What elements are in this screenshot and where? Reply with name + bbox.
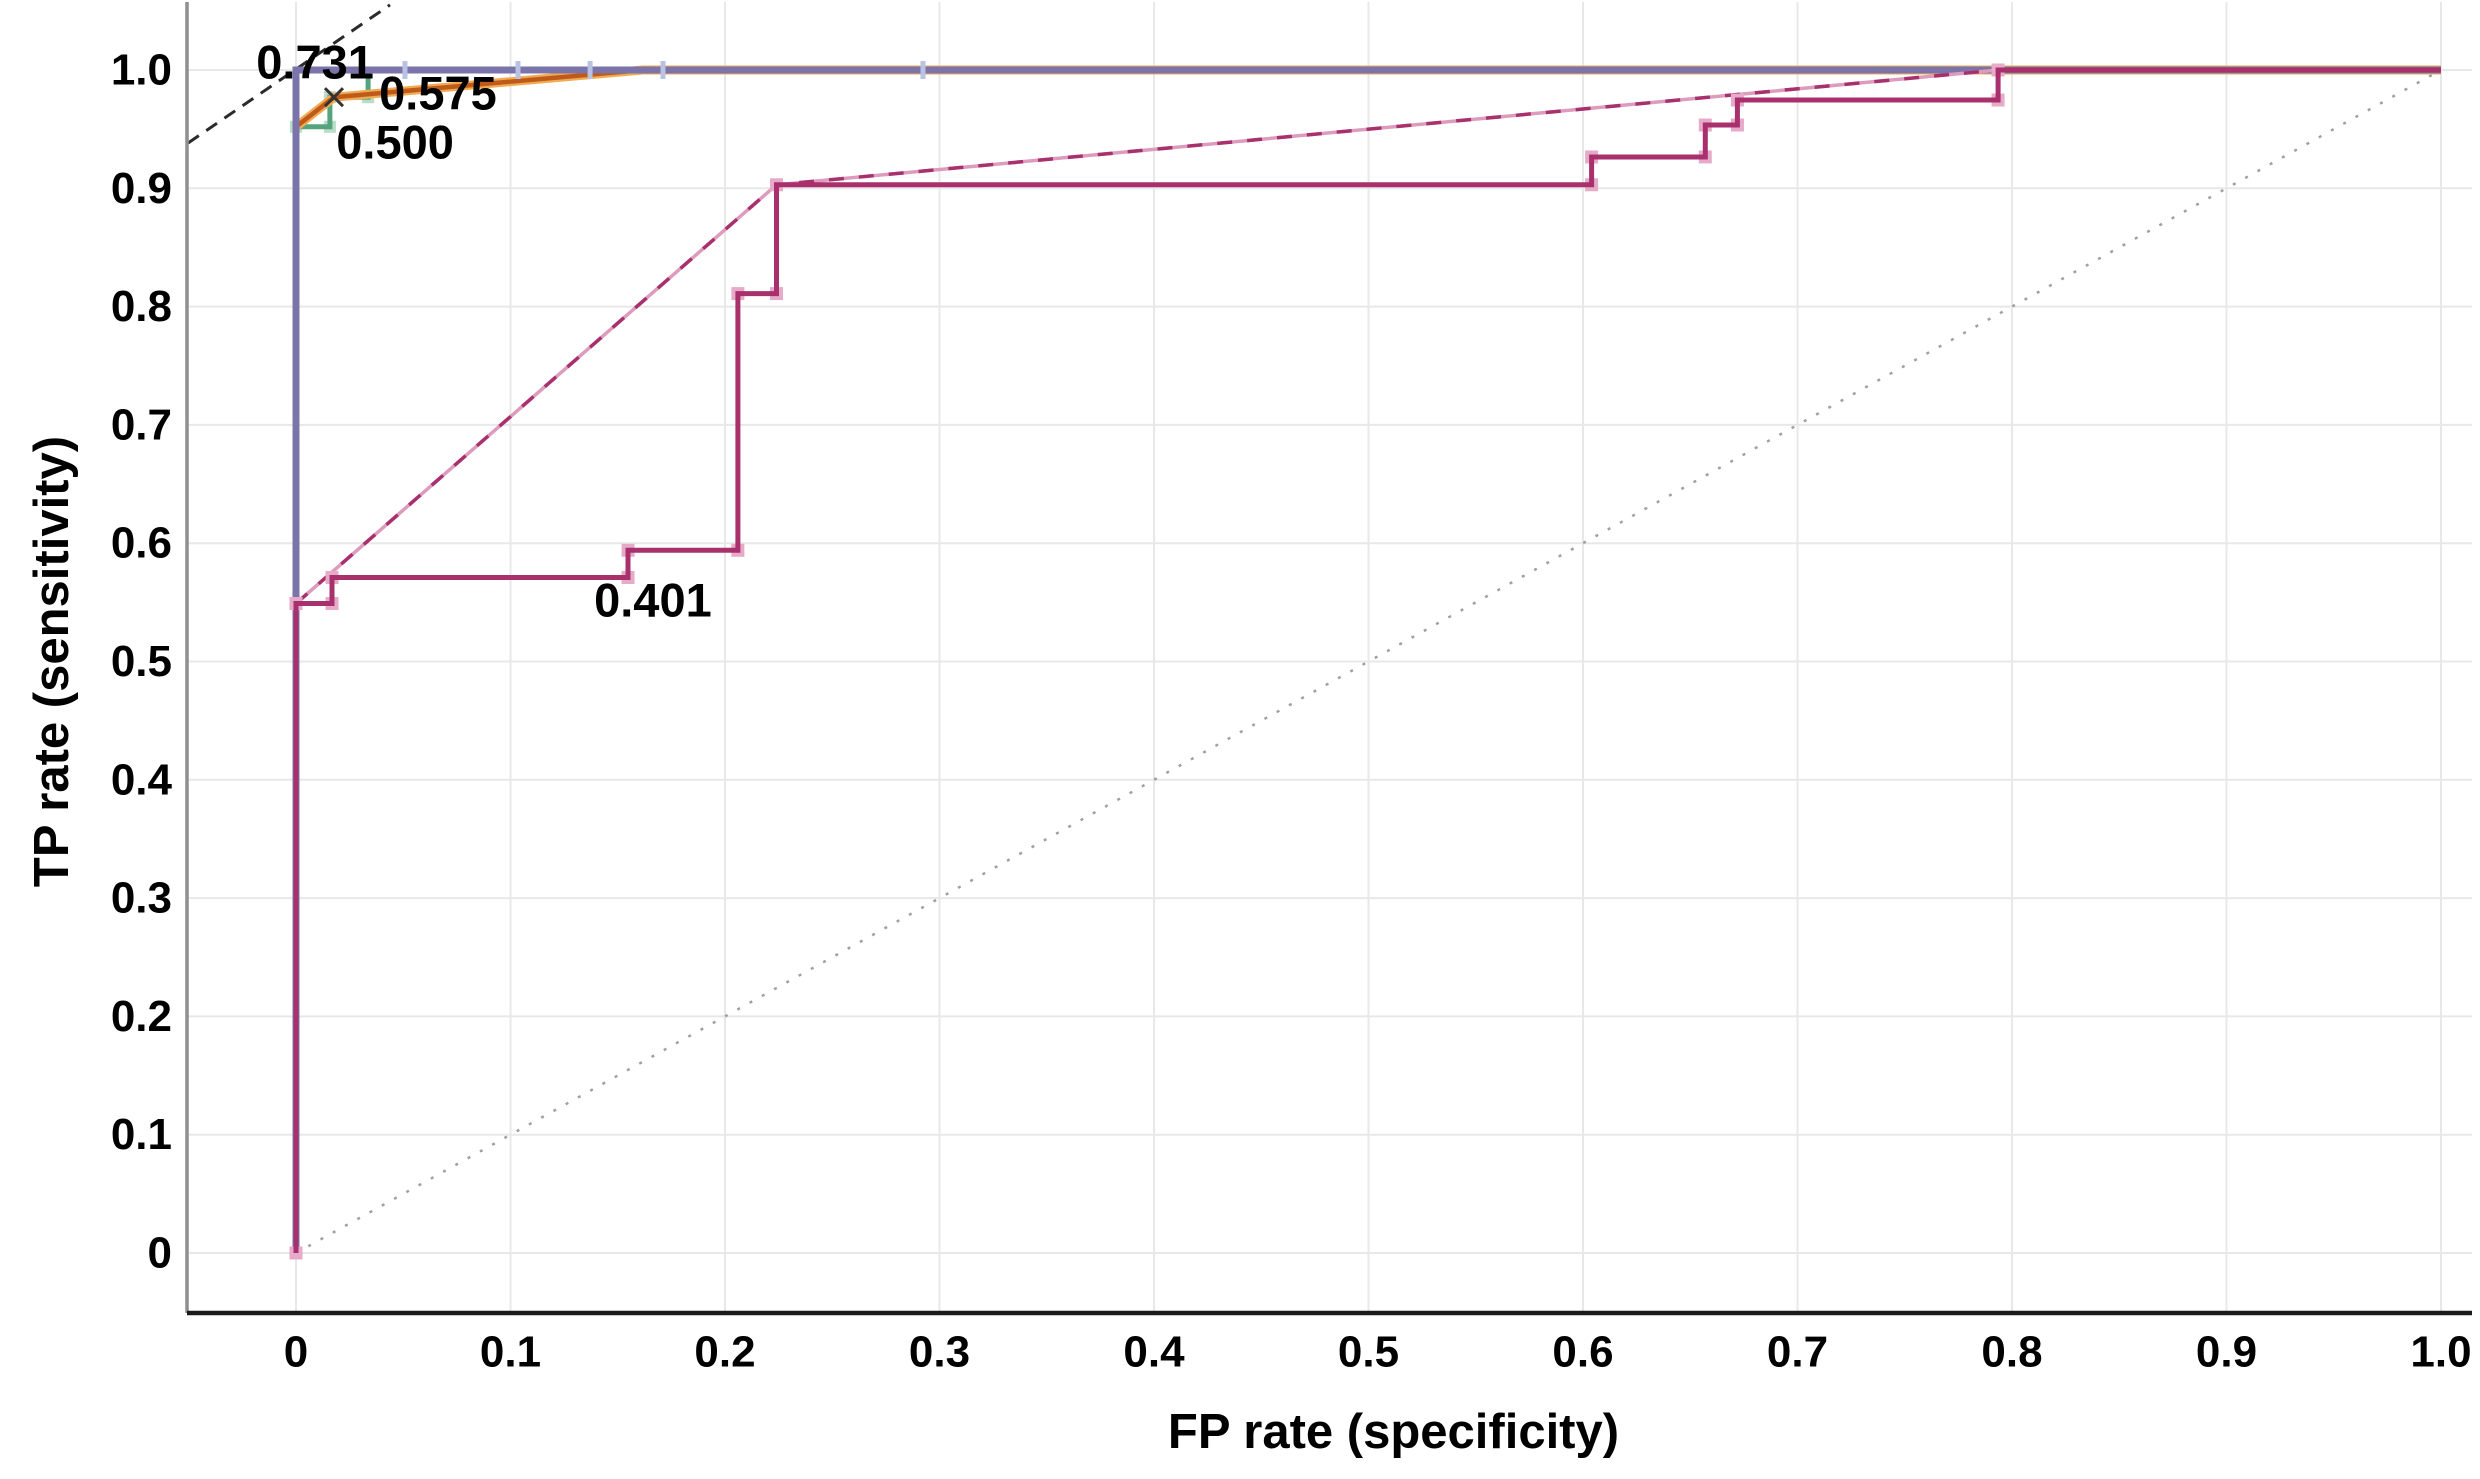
x-tick-label: 0.6	[1552, 1328, 1613, 1377]
y-tick-label: 1.0	[111, 46, 172, 95]
y-tick-label: 0.8	[111, 282, 172, 331]
series-point-marker	[587, 61, 593, 79]
y-tick-label: 0.1	[111, 1110, 172, 1159]
x-tick-label: 0.2	[694, 1328, 755, 1377]
y-tick-label: 0	[148, 1229, 172, 1278]
x-tick-label: 1.0	[2410, 1328, 2471, 1377]
y-tick-label: 0.6	[111, 519, 172, 568]
y-tick-label: 0.3	[111, 874, 172, 923]
x-tick-label: 0.9	[2196, 1328, 2257, 1377]
tangent-dashed-line	[187, 3, 391, 145]
y-tick-label: 0.7	[111, 400, 172, 449]
threshold-label: 0.500	[336, 115, 454, 168]
series-point-marker	[920, 61, 926, 79]
y-tick-label: 0.5	[111, 637, 172, 686]
threshold-label: 0.575	[379, 66, 497, 119]
y-axis-title: TP rate (sensitivity)	[25, 436, 79, 887]
x-tick-label: 0.7	[1767, 1328, 1828, 1377]
x-tick-label: 0.8	[1981, 1328, 2042, 1377]
y-tick-label: 0.2	[111, 992, 172, 1041]
x-tick-label: 0.1	[480, 1328, 541, 1377]
threshold-label: 0.731	[256, 35, 374, 88]
chance-diagonal	[295, 68, 2442, 1255]
series-point-marker	[515, 61, 521, 79]
x-tick-label: 0	[284, 1328, 308, 1377]
x-axis-title: FP rate (specificity)	[1168, 1405, 1619, 1459]
x-tick-label: 0.4	[1123, 1328, 1185, 1377]
y-tick-label: 0.4	[111, 755, 173, 804]
series-point-marker	[402, 61, 408, 79]
x-tick-label: 0.3	[909, 1328, 970, 1377]
series-point-marker	[660, 61, 666, 79]
series-crimson-roc	[289, 63, 2441, 1260]
x-tick-label: 0.5	[1338, 1328, 1399, 1377]
threshold-label: 0.401	[594, 573, 712, 626]
operating-point-x-marker	[323, 87, 345, 108]
y-tick-label: 0.9	[111, 164, 172, 213]
